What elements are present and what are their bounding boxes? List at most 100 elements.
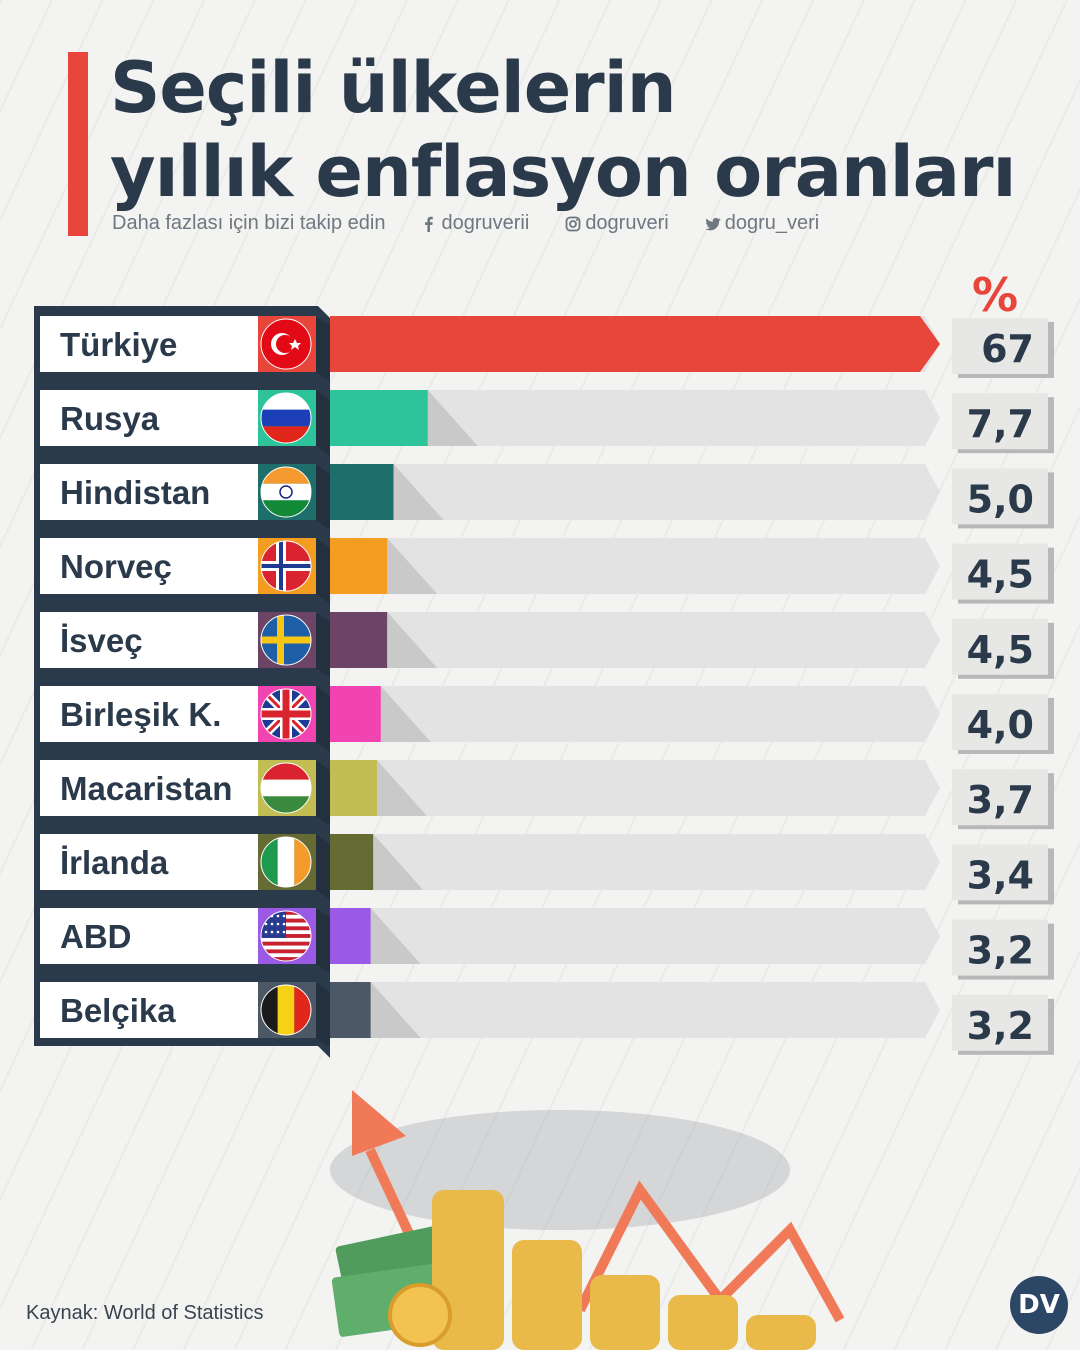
bar-shadow [427,390,478,446]
source-note: Kaynak: World of Statistics [26,1302,264,1324]
bar [330,538,388,594]
bar-track [330,908,940,964]
value-label: 7,7 [967,402,1034,446]
bar-track [330,760,940,816]
flag-tab-fold [316,390,330,456]
bar-shadow [393,464,444,520]
bar [330,390,428,446]
country-label-box [40,908,258,964]
country-label-box [40,464,258,520]
value-box [952,393,1048,450]
country-label: Rusya [60,400,160,437]
bar-row: İsveç 4,5 [40,612,1054,679]
value-label: 3,4 [967,853,1034,897]
bar-row: Hindistan 5,0 [40,464,1054,530]
bar-row: Norveç 4,5 [40,538,1054,604]
instagram-link[interactable]: dogruveri [565,212,669,235]
facebook-link[interactable]: dogruverii [421,212,529,235]
flag-tab-fold [316,464,330,530]
flag-tab-fold [316,686,330,752]
ireland-flag-icon [260,836,312,888]
value-box [952,618,1048,675]
usa-flag-icon [260,910,312,962]
money-illustration [330,1090,845,1350]
belgium-flag-icon [260,984,312,1036]
bar [330,908,371,964]
facebook-handle: dogruverii [441,212,530,234]
sweden-flag-icon [260,614,312,666]
flag-tab-fold [316,316,330,382]
country-label: Belçika [60,992,176,1029]
bar-track [330,834,940,890]
instagram-handle: dogruveri [585,212,669,234]
follow-text: Daha fazlası için bizi takip edin [112,212,386,234]
brand-logo: DV [1010,1276,1068,1334]
uk-flag-icon [260,688,312,740]
country-label-box [40,982,258,1038]
country-label: İsveç [60,622,143,659]
value-label: 3,7 [967,778,1034,822]
bar [330,612,388,668]
value-label: 4,5 [967,628,1034,672]
value-box [952,318,1048,374]
value-box [952,844,1048,901]
bar-track [330,982,940,1038]
bar [330,982,371,1038]
bar-track [330,612,940,668]
bar-shadow [376,760,427,816]
country-label-box [40,834,258,890]
country-label: İrlanda [60,844,169,881]
instagram-icon [565,216,581,231]
bar-row: ABD 3,2 [40,908,1054,980]
bar-track [330,390,940,446]
bar-row: Türkiye 67 [40,316,1054,382]
flag-tab-fold [316,760,330,826]
country-label: ABD [60,918,132,955]
bar-track [330,464,940,520]
bar-row: Birleşik K. 4,0 [40,686,1054,754]
value-label: 4,0 [967,703,1034,747]
value-label: 4,5 [967,553,1034,597]
country-label-box [40,316,258,372]
bar [330,760,377,816]
page-title: Seçili ülkelerin yıllık enflasyon oranla… [110,46,1017,214]
twitter-link[interactable]: dogru_veri [705,212,820,235]
bar [330,316,940,372]
turkey-flag-icon [260,318,312,370]
norway-flag-icon [260,540,312,592]
frame-fold [318,1046,330,1058]
twitter-handle: dogru_veri [724,212,820,234]
value-box [952,543,1048,600]
facebook-icon [425,216,434,232]
country-label-box [40,686,258,742]
bar-row: İrlanda 3,4 [40,834,1054,905]
value-label: 5,0 [967,477,1034,521]
value-box [952,694,1048,750]
bar [330,834,374,890]
flag-tab-fold [316,982,330,1048]
country-label: Türkiye [60,326,177,363]
country-label: Norveç [60,548,172,585]
bar-row: Macaristan 3,7 [40,760,1054,830]
flag-tab-fold [316,834,330,900]
unit-label: % [972,268,1019,322]
coin-stacks [388,1190,816,1350]
bar [330,686,381,742]
bar-track [330,538,940,594]
title-line-1: Seçili ülkelerin [110,47,677,129]
value-label: 67 [981,327,1034,371]
bar-shadow [370,908,421,964]
flag-tab-fold [316,612,330,678]
country-label-box [40,760,258,816]
bar [330,464,394,520]
value-box [952,468,1048,525]
title-line-2: yıllık enflasyon oranları [110,131,1017,213]
title-accent-bar [68,52,88,236]
bar-row: Rusya 7,7 [40,390,1054,456]
russia-flag-icon [260,392,312,444]
value-box [952,919,1048,976]
bar-shadow [370,982,421,1038]
value-label: 3,2 [967,1004,1034,1048]
india-flag-icon [260,466,312,518]
country-label-box [40,538,258,594]
